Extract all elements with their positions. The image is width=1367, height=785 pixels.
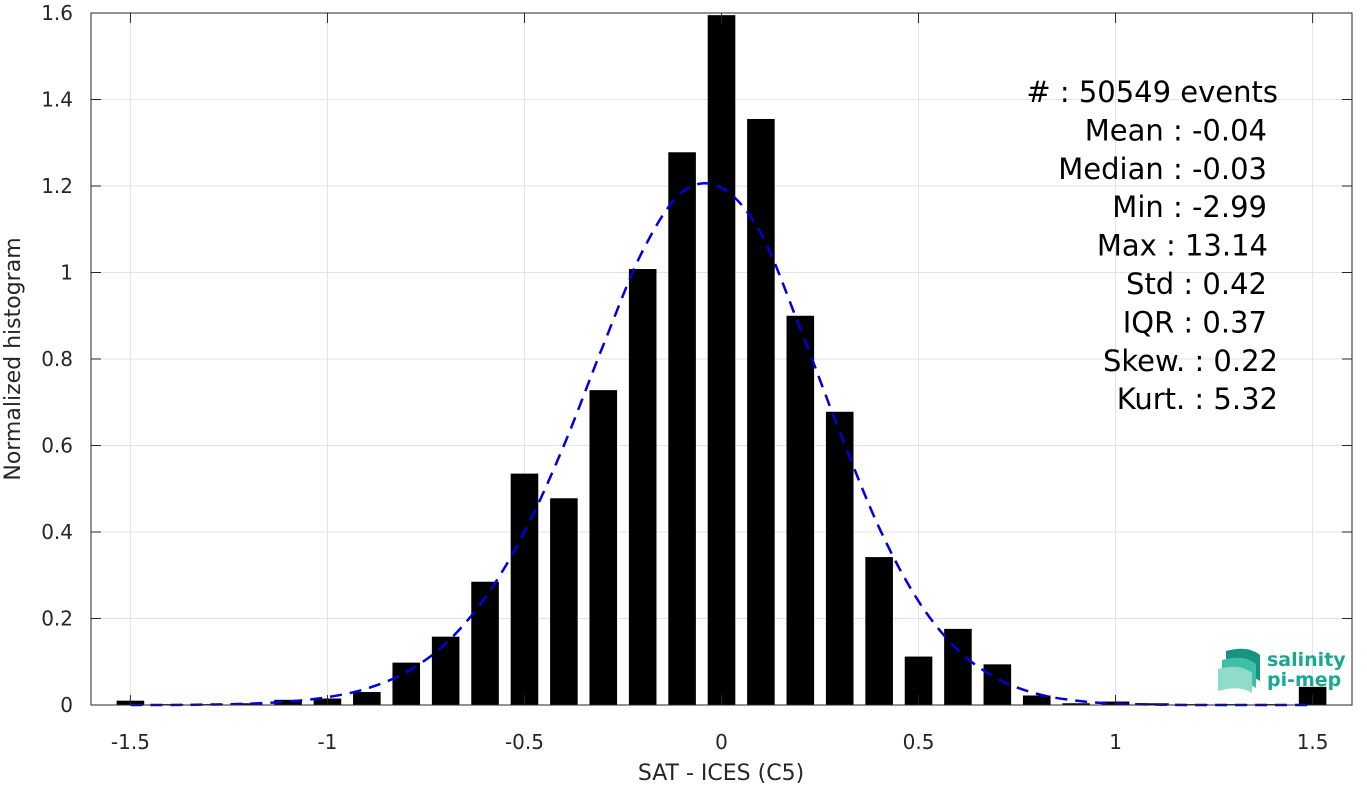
bar-18 <box>825 411 854 705</box>
stat-line-0: # : 50549 events <box>1026 75 1278 109</box>
bar-24 <box>1062 703 1090 705</box>
x-axis-label: SAT - ICES (C5) <box>638 761 804 785</box>
bar-21 <box>944 628 972 705</box>
stat-line-2: Median : -0.03 <box>1058 152 1267 186</box>
fit-curve <box>130 182 1313 707</box>
stat-line-7: Skew. : 0.22 <box>1103 344 1278 378</box>
bar-12 <box>589 390 618 705</box>
bar-22 <box>983 664 1012 705</box>
y-tick-label-1: 0.2 <box>41 607 73 631</box>
stat-line-5: Std : 0.42 <box>1126 267 1267 301</box>
y-tick-label-4: 0.8 <box>41 347 73 371</box>
bar-15 <box>707 15 736 706</box>
bar-3 <box>234 703 263 705</box>
bar-10 <box>510 473 539 705</box>
x-tick-label-4: 0.5 <box>903 730 935 754</box>
x-tick-label-1: -1 <box>317 730 337 754</box>
bar-23 <box>1022 695 1051 705</box>
y-tick-label-6: 1.2 <box>41 174 73 198</box>
stat-line-8: Kurt. : 5.32 <box>1117 382 1278 416</box>
bar-7 <box>392 662 421 705</box>
bar-19 <box>865 557 893 705</box>
x-tick-labels: -1.5 -1 -0.5 0 0.5 1 1.5 <box>111 730 1329 754</box>
bar-16 <box>747 118 775 705</box>
stat-line-4: Max : 13.14 <box>1097 229 1268 263</box>
x-tick-label-3: 0 <box>715 730 728 754</box>
bar-14 <box>668 152 696 705</box>
histogram-bars <box>116 15 1327 706</box>
x-tick-label-6: 1.5 <box>1297 730 1329 754</box>
bar-4 <box>274 699 302 705</box>
logo-text-line2: pi-mep <box>1267 669 1341 691</box>
bar-26 <box>1141 703 1169 705</box>
y-tick-label-7: 1.4 <box>41 88 73 112</box>
y-axis-label: Normalized histogram <box>1 237 26 480</box>
y-tick-label-3: 0.6 <box>41 434 73 458</box>
stat-line-6: IQR : 0.37 <box>1123 305 1267 339</box>
bar-6 <box>353 692 381 705</box>
y-tick-labels: 0 0.2 0.4 0.6 0.8 1 1.2 1.4 1.6 <box>41 1 73 717</box>
stat-line-1: Mean : -0.04 <box>1085 113 1267 147</box>
salinity-pi-mep-logo: salinity pi-mep <box>1218 648 1346 693</box>
axis-ticks <box>91 12 1352 706</box>
x-tick-label-0: -1.5 <box>111 730 150 754</box>
logo-text-line1: salinity <box>1267 649 1346 671</box>
wave-icon <box>1218 648 1260 693</box>
bar-8 <box>431 636 460 705</box>
y-tick-label-8: 1.6 <box>41 1 73 25</box>
bar-13 <box>628 269 657 705</box>
statistics-box: # : 50549 events Mean : -0.04 Median : -0.… <box>1026 75 1278 416</box>
y-tick-label-2: 0.4 <box>41 520 73 544</box>
stat-line-3: Min : -2.99 <box>1112 190 1267 224</box>
x-tick-label-2: -0.5 <box>505 730 544 754</box>
x-tick-label-5: 1 <box>1109 730 1122 754</box>
bar-9 <box>471 581 499 705</box>
y-tick-label-5: 1 <box>60 261 73 285</box>
y-tick-label-0: 0 <box>60 693 73 717</box>
bar-17 <box>786 315 815 705</box>
bar-11 <box>550 498 578 705</box>
